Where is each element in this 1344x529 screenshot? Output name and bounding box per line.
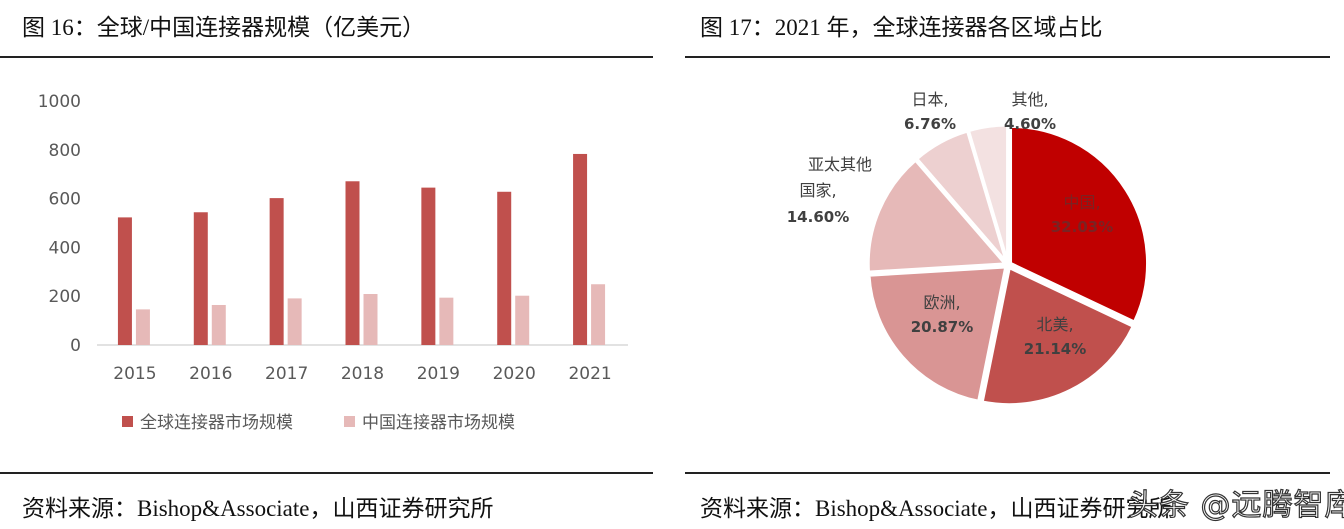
pie-slice-3: [866, 158, 1009, 274]
x-tick-label: 2021: [568, 364, 611, 384]
bar-global-2019: [421, 187, 436, 345]
left-title-rule: [0, 56, 653, 58]
bar-chart: 0 200 400 600 800 1000 2015 2016 2017 2018 2019 202…: [38, 92, 628, 433]
pie-label-value: 32.03%: [1051, 218, 1113, 236]
bar-global-2020: [497, 191, 512, 345]
left-figure-title: 图 16：全球/中国连接器规模（亿美元）: [22, 15, 426, 40]
pie-label-name: 中国,: [1063, 193, 1100, 212]
right-title-rule: [685, 56, 1330, 58]
pie-label-value: 4.60%: [1004, 115, 1056, 133]
left-source-note: 资料来源：Bishop&Associate，山西证券研究所: [22, 496, 494, 521]
y-tick-label: 400: [49, 238, 81, 258]
x-tick-label: 2017: [265, 364, 308, 384]
pie-label-name: 亚太其他: [808, 155, 872, 174]
y-tick-label: 200: [49, 287, 81, 307]
pie-label-value: 20.87%: [911, 318, 973, 336]
pie-slice-0: [1009, 124, 1149, 324]
right-source-note: 资料来源：Bishop&Associate，山西证券研究所: [700, 496, 1172, 521]
pie-label-name: 北美,: [1036, 315, 1073, 334]
pie-label-name: 其他,: [1011, 90, 1048, 109]
y-tick-label: 0: [70, 336, 81, 356]
right-source-rule: [685, 472, 1330, 474]
bar-global-2018: [345, 181, 360, 345]
pie-slice-5: [966, 123, 1010, 263]
bar-china-2020: [515, 295, 530, 345]
pie-label-value: 21.14%: [1024, 340, 1086, 358]
y-tick-label: 600: [49, 190, 81, 210]
y-tick-label: 800: [49, 141, 81, 161]
x-tick-label: 2020: [493, 364, 536, 384]
pie-slice-2: [867, 265, 1008, 404]
right-figure-title: 图 17：2021 年，全球连接器各区域占比: [700, 15, 1103, 40]
bar-china-2016: [211, 304, 226, 345]
legend-swatch: [122, 416, 133, 427]
pie-slice-1: [980, 265, 1136, 407]
x-tick-label: 2016: [189, 364, 232, 384]
pie-label-name: 欧洲,: [923, 293, 960, 312]
x-tick-label: 2019: [417, 364, 460, 384]
legend-label: 中国连接器市场规模: [362, 413, 515, 433]
bar-china-2019: [439, 297, 454, 345]
bar-china-2015: [135, 309, 150, 345]
bar-global-2015: [117, 217, 132, 345]
x-tick-label: 2018: [341, 364, 384, 384]
pie-label-value: 6.76%: [904, 115, 956, 133]
legend-label: 全球连接器市场规模: [140, 413, 293, 433]
x-tick-label: 2015: [113, 364, 156, 384]
bar-china-2021: [591, 284, 606, 345]
watermark: 头条 @远腾智库: [1127, 487, 1344, 523]
bar-china-2017: [287, 298, 302, 345]
left-source-rule: [0, 472, 653, 474]
bar-global-2021: [573, 153, 588, 345]
legend-swatch: [344, 416, 355, 427]
bar-global-2017: [269, 198, 284, 345]
pie-label-name: 国家,: [799, 181, 836, 200]
y-tick-label: 1000: [38, 92, 81, 112]
bar-global-2016: [193, 212, 208, 345]
pie-label-value: 14.60%: [787, 208, 849, 226]
bar-china-2018: [363, 294, 378, 345]
pie-label-name: 日本,: [911, 90, 948, 109]
